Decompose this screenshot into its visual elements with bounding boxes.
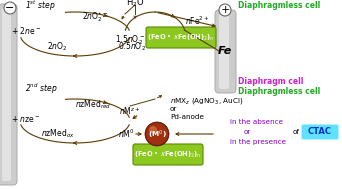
- Text: or: or: [244, 129, 251, 135]
- Text: 0.5$n$O$_2$: 0.5$n$O$_2$: [118, 41, 146, 53]
- Text: $n$Fe$^{2+}$: $n$Fe$^{2+}$: [185, 15, 209, 27]
- Text: Fe: Fe: [218, 46, 232, 56]
- FancyBboxPatch shape: [2, 8, 11, 181]
- Text: Diaphragmless cell: Diaphragmless cell: [238, 1, 320, 9]
- Text: + 2$n$e$^-$: + 2$n$e$^-$: [11, 26, 41, 36]
- FancyBboxPatch shape: [219, 14, 229, 89]
- Text: 2$^{nd}$ step: 2$^{nd}$ step: [25, 82, 57, 96]
- Text: 2$n$O$_2$: 2$n$O$_2$: [47, 41, 67, 53]
- Text: (FeO • $x$Fe(OH)$_2$)$_n$: (FeO • $x$Fe(OH)$_2$)$_n$: [134, 149, 202, 160]
- Text: + $n$ze$^-$: + $n$ze$^-$: [11, 114, 41, 124]
- Text: Pd-anode: Pd-anode: [170, 114, 204, 120]
- Text: in the absence: in the absence: [230, 119, 283, 125]
- Text: CTAC: CTAC: [308, 128, 332, 136]
- Text: (M$^0$): (M$^0$): [148, 129, 167, 141]
- Text: $n$zMed$_{ox}$: $n$zMed$_{ox}$: [41, 128, 75, 140]
- Text: 1$^{st}$ step: 1$^{st}$ step: [25, 0, 56, 13]
- Text: 1.5$n$O$_2^-$: 1.5$n$O$_2^-$: [115, 33, 145, 47]
- Circle shape: [146, 123, 168, 145]
- Text: Diaphragm cell: Diaphragm cell: [238, 77, 303, 85]
- Text: Diaphragmless cell: Diaphragmless cell: [238, 88, 320, 97]
- Text: $n$M$^{z+}$: $n$M$^{z+}$: [119, 105, 141, 117]
- Text: of: of: [293, 129, 300, 135]
- Text: +: +: [220, 5, 230, 15]
- Text: in the presence: in the presence: [230, 139, 286, 145]
- Text: $n$zMed$_{red}$: $n$zMed$_{red}$: [75, 99, 111, 111]
- Circle shape: [149, 126, 157, 134]
- FancyBboxPatch shape: [146, 27, 216, 48]
- Text: 2$n$O$_2^{\bullet-}$: 2$n$O$_2^{\bullet-}$: [82, 10, 108, 24]
- Text: $n$M$^0$: $n$M$^0$: [118, 128, 135, 140]
- FancyBboxPatch shape: [133, 144, 203, 165]
- Text: −: −: [5, 3, 15, 13]
- FancyBboxPatch shape: [215, 10, 236, 93]
- Text: $n$MX$_z$ (AgNO$_3$, AuCl): $n$MX$_z$ (AgNO$_3$, AuCl): [170, 96, 244, 106]
- Text: H$_2$O: H$_2$O: [126, 0, 144, 9]
- Circle shape: [219, 4, 231, 16]
- Circle shape: [145, 122, 169, 146]
- FancyBboxPatch shape: [0, 4, 17, 185]
- Circle shape: [4, 2, 16, 14]
- FancyBboxPatch shape: [302, 125, 339, 139]
- Text: (FeO • $x$Fe(OH)$_2$)$_n$: (FeO • $x$Fe(OH)$_2$)$_n$: [147, 32, 215, 43]
- Text: or: or: [170, 106, 177, 112]
